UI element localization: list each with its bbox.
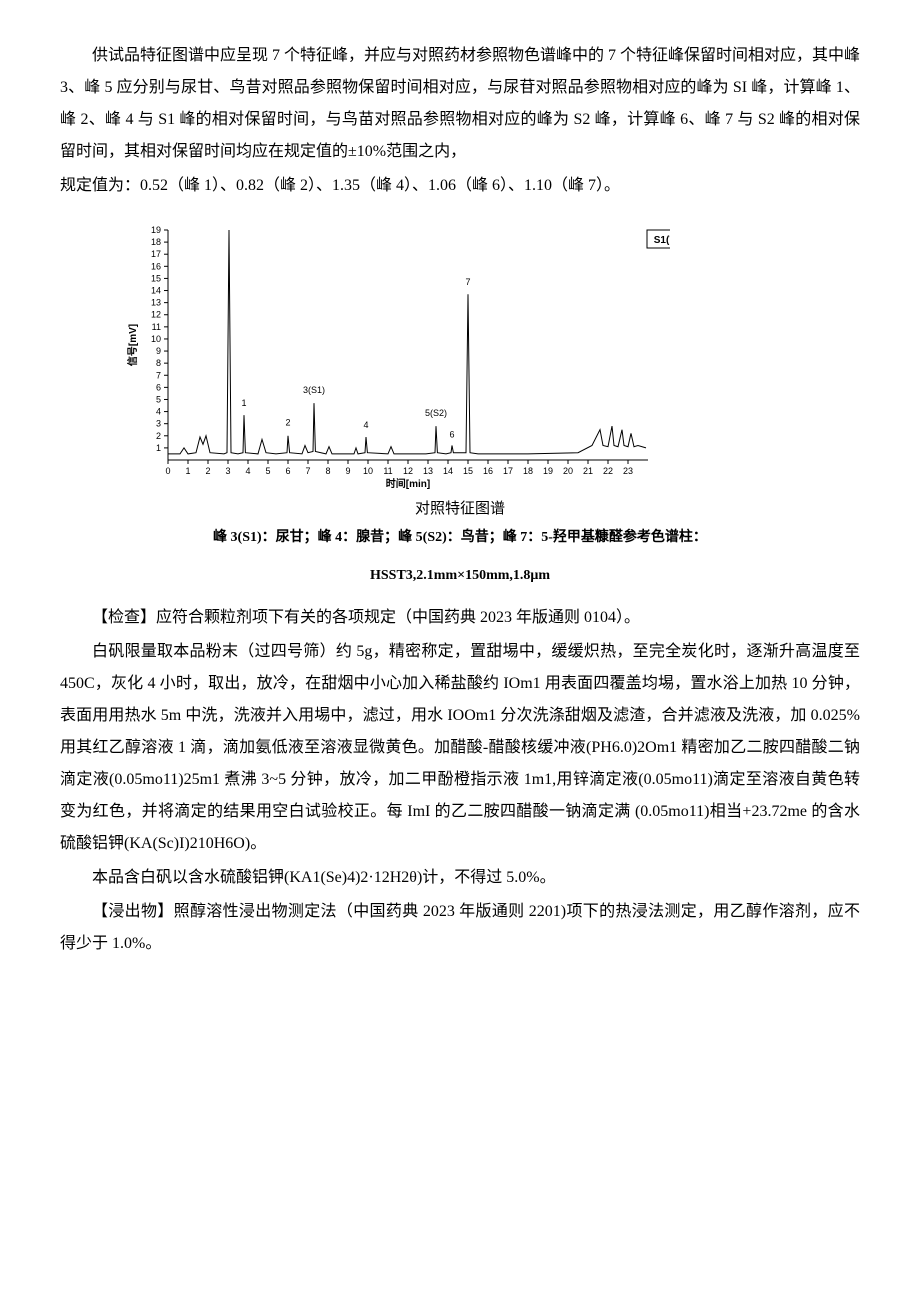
svg-text:12: 12	[403, 466, 413, 476]
chromatogram-chart: 0123456789101112131415161718192021222312…	[120, 210, 860, 490]
svg-text:15: 15	[151, 273, 161, 283]
svg-text:3: 3	[225, 466, 230, 476]
paragraph-5: 本品含白矾以含水硫酸铝钾(KA1(Se)4)2·12H2θ)计，不得过 5.0%…	[60, 862, 860, 894]
svg-text:4: 4	[156, 407, 161, 417]
chart-subcaption-1: 峰 3(S1)：尿甘；峰 4：腺昔；峰 5(S2)：鸟昔；峰 7：5-羟甲基糠醛…	[60, 524, 860, 552]
svg-text:10: 10	[363, 466, 373, 476]
svg-text:9: 9	[156, 346, 161, 356]
svg-text:14: 14	[151, 286, 161, 296]
svg-text:19: 19	[543, 466, 553, 476]
svg-text:21: 21	[583, 466, 593, 476]
svg-text:7: 7	[465, 277, 470, 287]
svg-text:8: 8	[325, 466, 330, 476]
svg-text:2: 2	[156, 431, 161, 441]
svg-text:1: 1	[156, 443, 161, 453]
svg-text:信号[mV]: 信号[mV]	[126, 324, 139, 366]
svg-text:9: 9	[345, 466, 350, 476]
svg-text:1: 1	[185, 466, 190, 476]
svg-text:S1(7): S1(7)	[654, 235, 670, 246]
svg-text:22: 22	[603, 466, 613, 476]
svg-text:5(S2): 5(S2)	[425, 408, 447, 418]
svg-text:6: 6	[156, 382, 161, 392]
svg-text:14: 14	[443, 466, 453, 476]
svg-text:3(S1): 3(S1)	[303, 385, 325, 395]
svg-text:16: 16	[151, 261, 161, 271]
svg-text:3: 3	[156, 419, 161, 429]
svg-text:6: 6	[449, 430, 454, 440]
paragraph-4: 白矾限量取本品粉末（过四号筛）约 5g，精密称定，置甜埸中，缓缓炽热，至完全炭化…	[60, 636, 860, 860]
svg-text:13: 13	[423, 466, 433, 476]
svg-text:11: 11	[152, 322, 161, 332]
svg-text:1: 1	[241, 398, 246, 408]
svg-text:5: 5	[156, 394, 161, 404]
svg-text:4: 4	[363, 420, 368, 430]
chart-caption: 对照特征图谱	[60, 494, 860, 524]
svg-text:23: 23	[623, 466, 633, 476]
svg-text:12: 12	[151, 310, 161, 320]
svg-text:13: 13	[151, 298, 161, 308]
svg-text:7: 7	[305, 466, 310, 476]
svg-text:2: 2	[285, 418, 290, 428]
svg-text:19: 19	[151, 225, 161, 235]
svg-text:4: 4	[245, 466, 250, 476]
paragraph-1: 供试品特征图谱中应呈现 7 个特征峰，并应与对照药材参照物色谱峰中的 7 个特征…	[60, 40, 860, 168]
svg-text:18: 18	[523, 466, 533, 476]
svg-text:20: 20	[563, 466, 573, 476]
svg-text:17: 17	[151, 249, 161, 259]
svg-text:16: 16	[483, 466, 493, 476]
svg-text:5: 5	[265, 466, 270, 476]
svg-text:10: 10	[151, 334, 161, 344]
svg-text:8: 8	[156, 358, 161, 368]
svg-text:2: 2	[205, 466, 210, 476]
paragraph-6: 【浸出物】照醇溶性浸出物测定法（中国药典 2023 年版通则 2201)项下的热…	[60, 896, 860, 960]
paragraph-3: 【检查】应符合颗粒剂项下有关的各项规定（中国药典 2023 年版通则 0104）…	[60, 602, 860, 634]
svg-text:时间[min]: 时间[min]	[386, 477, 430, 490]
svg-text:11: 11	[383, 466, 392, 476]
chromatogram-svg: 0123456789101112131415161718192021222312…	[120, 210, 670, 490]
svg-text:18: 18	[151, 237, 161, 247]
svg-text:15: 15	[463, 466, 473, 476]
svg-text:7: 7	[156, 370, 161, 380]
svg-text:6: 6	[285, 466, 290, 476]
chart-subcaption-2: HSST3,2.1mm×150mm,1.8μm	[60, 562, 860, 590]
svg-text:17: 17	[503, 466, 513, 476]
paragraph-2: 规定值为：0.52（峰 1）、0.82（峰 2）、1.35（峰 4）、1.06（…	[60, 170, 860, 202]
svg-text:0: 0	[165, 466, 170, 476]
